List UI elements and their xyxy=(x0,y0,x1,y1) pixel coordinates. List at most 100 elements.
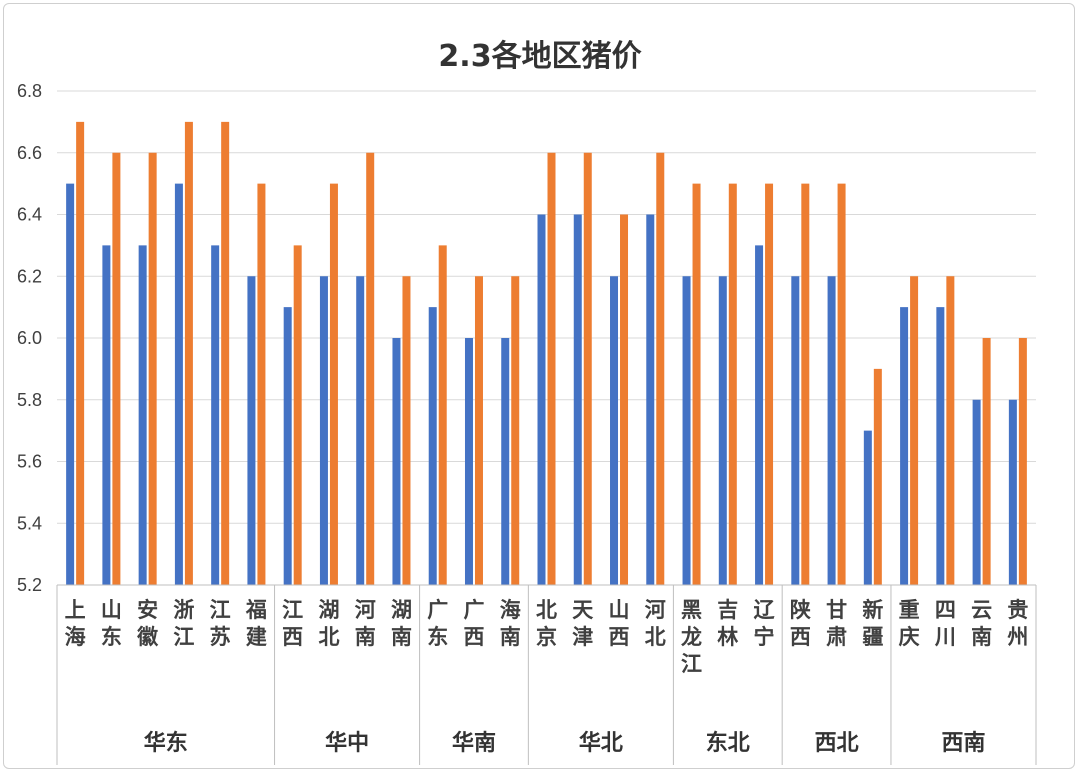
bar-series2-12 xyxy=(511,276,520,585)
group-label: 华北 xyxy=(579,730,623,756)
y-tick-label: 6.8 xyxy=(17,81,42,101)
y-tick-label: 5.6 xyxy=(17,452,42,472)
x-tick-label: 甘肃 xyxy=(826,598,847,649)
bar-series1-22 xyxy=(863,430,872,585)
bar-series2-10 xyxy=(438,245,447,585)
chart-frame xyxy=(3,3,1075,769)
x-tick-label: 江西 xyxy=(282,598,303,649)
x-tick-label: 安徽 xyxy=(136,598,159,649)
chart-title: 2.3各地区猪价 xyxy=(438,39,641,74)
x-tick-label: 浙江 xyxy=(173,598,194,649)
bar-series2-15 xyxy=(620,214,629,585)
bar-series1-15 xyxy=(610,276,619,585)
bar-series2-16 xyxy=(656,152,665,585)
y-tick-label: 5.4 xyxy=(17,513,42,533)
x-tick-label: 天津 xyxy=(572,598,594,649)
x-tick-label: 广东 xyxy=(427,598,448,649)
group-label: 西南 xyxy=(941,731,985,756)
bar-series1-0 xyxy=(66,183,75,585)
bar-series1-5 xyxy=(247,276,256,585)
x-tick-label: 云南 xyxy=(971,598,992,649)
group-label: 华南 xyxy=(452,730,496,756)
bar-series2-13 xyxy=(547,152,556,585)
y-tick-label: 5.8 xyxy=(17,390,42,410)
x-tick-label: 河南 xyxy=(355,598,376,649)
x-tick-label: 辽宁 xyxy=(754,598,776,649)
bar-series2-9 xyxy=(402,276,411,585)
bar-series2-17 xyxy=(692,183,701,585)
y-tick-label: 6.6 xyxy=(17,143,42,163)
bar-series1-3 xyxy=(174,183,183,585)
group-label: 华中 xyxy=(325,730,369,756)
group-label: 西北 xyxy=(815,731,859,756)
bar-series2-2 xyxy=(148,152,157,585)
bar-series1-14 xyxy=(573,214,582,585)
y-tick-label: 6.4 xyxy=(17,205,42,225)
bar-series2-5 xyxy=(257,183,266,585)
x-tick-label: 湖南 xyxy=(391,598,412,649)
bar-series2-26 xyxy=(1018,338,1027,585)
bar-series1-26 xyxy=(1008,399,1017,585)
bar-series2-6 xyxy=(293,245,302,585)
bar-series1-23 xyxy=(900,307,909,585)
x-tick-label: 上海 xyxy=(65,598,86,649)
bar-series2-8 xyxy=(366,152,375,585)
bar-series2-24 xyxy=(946,276,955,585)
bar-series1-17 xyxy=(682,276,691,585)
bar-series2-1 xyxy=(112,152,121,585)
x-tick-label: 湖北 xyxy=(318,598,339,649)
bar-series2-23 xyxy=(910,276,919,585)
bar-series2-0 xyxy=(76,121,85,585)
x-tick-label: 贵州 xyxy=(1007,598,1028,649)
bar-series2-19 xyxy=(765,183,774,585)
bar-series2-3 xyxy=(184,121,193,585)
bar-series2-7 xyxy=(329,183,338,585)
bar-series1-25 xyxy=(972,399,981,585)
x-tick-label: 新疆 xyxy=(862,598,883,649)
y-tick-label: 6.0 xyxy=(17,328,42,348)
x-tick-label: 福建 xyxy=(245,598,267,649)
bar-series2-14 xyxy=(583,152,592,585)
bar-series2-21 xyxy=(837,183,846,585)
bar-series1-21 xyxy=(827,276,836,585)
bar-series2-25 xyxy=(982,338,991,585)
bar-series1-20 xyxy=(791,276,800,585)
bar-series1-2 xyxy=(138,245,147,585)
bar-series1-16 xyxy=(646,214,655,585)
group-label: 华东 xyxy=(144,730,188,756)
group-label: 东北 xyxy=(706,730,750,756)
bar-series1-24 xyxy=(936,307,945,585)
bar-series1-12 xyxy=(501,338,510,585)
bar-series1-13 xyxy=(537,214,546,585)
x-tick-label: 北京 xyxy=(536,598,557,649)
bar-series2-11 xyxy=(474,276,483,585)
x-tick-label: 河北 xyxy=(645,598,666,649)
bar-series2-18 xyxy=(728,183,737,585)
x-tick-label: 海南 xyxy=(500,598,521,649)
x-tick-label: 广西 xyxy=(463,598,484,649)
y-tick-label: 6.2 xyxy=(17,266,42,286)
bar-series1-6 xyxy=(283,307,292,585)
x-tick-label: 重庆 xyxy=(899,598,920,649)
bar-series1-10 xyxy=(428,307,437,585)
bar-series1-4 xyxy=(211,245,220,585)
bar-series1-9 xyxy=(392,338,401,585)
x-tick-label: 山西 xyxy=(609,598,630,649)
bar-series2-4 xyxy=(221,121,230,585)
x-tick-label: 江苏 xyxy=(210,598,231,649)
bar-series1-11 xyxy=(464,338,473,585)
y-tick-label: 5.2 xyxy=(17,575,42,595)
bar-series1-18 xyxy=(718,276,727,585)
bar-series1-8 xyxy=(356,276,365,585)
x-tick-label: 陕西 xyxy=(790,598,811,649)
bar-series1-7 xyxy=(319,276,328,585)
x-tick-label: 四川 xyxy=(934,598,956,649)
bar-series1-19 xyxy=(755,245,764,585)
bar-series2-20 xyxy=(801,183,810,585)
bar-series1-1 xyxy=(102,245,111,585)
bar-series2-22 xyxy=(873,368,882,585)
x-tick-label: 黑龙江 xyxy=(681,598,702,676)
x-tick-label: 山东 xyxy=(101,598,122,649)
x-tick-label: 吉林 xyxy=(717,598,738,649)
